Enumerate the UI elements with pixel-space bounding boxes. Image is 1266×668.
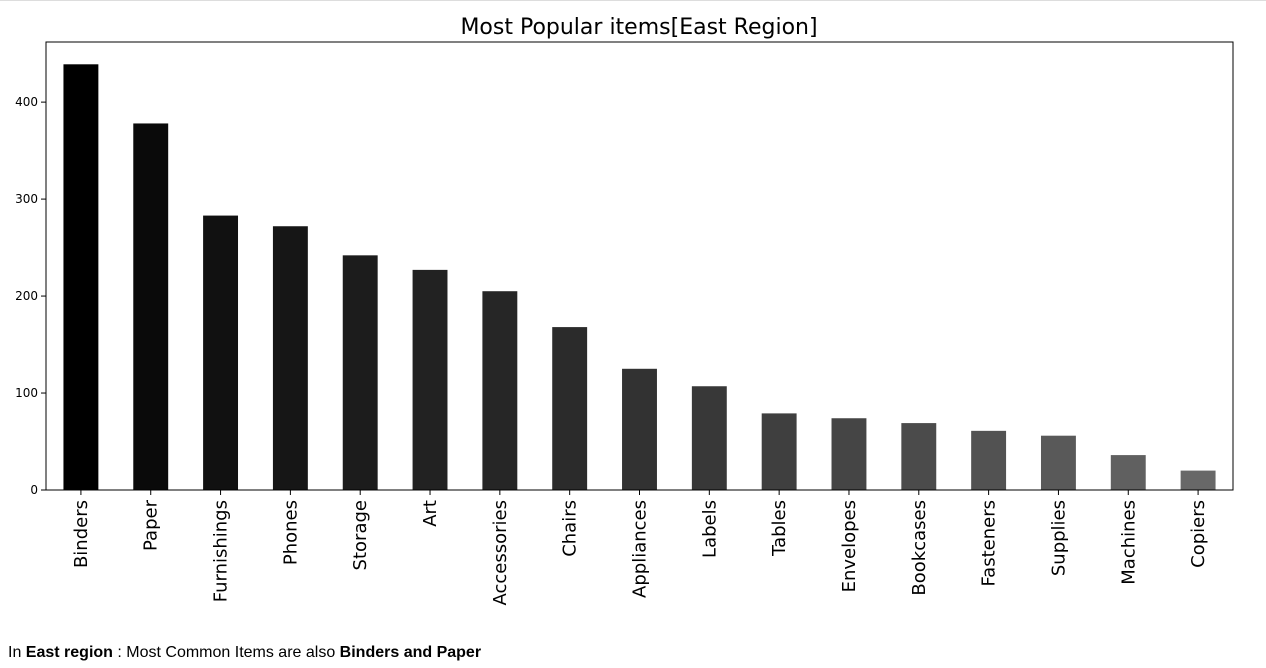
bar-chairs — [552, 327, 588, 490]
bar-storage — [342, 255, 378, 490]
x-tick-label: Tables — [769, 500, 790, 557]
bar-appliances — [622, 368, 657, 490]
x-tick-label: Appliances — [630, 500, 651, 598]
x-tick-label: Copiers — [1188, 500, 1209, 568]
x-tick-label: Art — [420, 500, 441, 527]
bar-copiers — [1180, 470, 1216, 490]
chart-title: Most Popular items[East Region] — [460, 15, 817, 40]
x-tick-label: Phones — [280, 500, 301, 565]
y-tick-label: 0 — [30, 483, 38, 497]
x-tick-label: Storage — [350, 500, 371, 570]
caption-items: Binders and Paper — [339, 644, 482, 661]
x-tick-label: Bookcases — [909, 500, 930, 596]
bar-labels — [691, 386, 727, 490]
y-tick-label: 400 — [15, 95, 38, 109]
bar-phones — [272, 226, 308, 490]
bar-furnishings — [203, 215, 239, 491]
bar-envelopes — [831, 418, 867, 490]
y-tick-label: 300 — [15, 192, 38, 206]
x-tick-label: Chairs — [560, 500, 581, 557]
caption-middle: : Most Common Items are also — [112, 644, 340, 661]
bar-art — [412, 269, 448, 490]
x-tick-label: Supplies — [1048, 500, 1069, 576]
x-tick-label: Binders — [71, 500, 92, 568]
bar-machines — [1110, 455, 1146, 490]
y-tick-label: 100 — [15, 386, 38, 400]
top-divider — [0, 0, 1266, 1]
x-tick-label: Machines — [1118, 500, 1139, 585]
bar-accessories — [482, 291, 518, 490]
bar-supplies — [1040, 435, 1076, 490]
x-tick-label: Furnishings — [211, 500, 232, 602]
x-tick-label: Paper — [141, 499, 162, 551]
y-tick-label: 200 — [15, 289, 38, 303]
x-tick-label: Fasteners — [979, 500, 1000, 587]
plot-frame — [45, 41, 1234, 491]
bar-binders — [63, 64, 99, 490]
bar-paper — [133, 123, 169, 491]
bar-fasteners — [971, 430, 1007, 490]
bar-tables — [761, 413, 797, 490]
x-tick-label: Envelopes — [839, 500, 860, 592]
bar-bookcases — [901, 423, 937, 490]
summary-caption: In East region : Most Common Items are a… — [8, 644, 481, 662]
bar-chart: Most Popular items[East Region] 0 100 200 3… — [15, 15, 1234, 606]
caption-region: East region — [25, 644, 113, 661]
x-tick-label: Accessories — [490, 500, 511, 606]
x-tick-label: Labels — [699, 500, 720, 558]
caption-prefix: In — [8, 644, 26, 661]
